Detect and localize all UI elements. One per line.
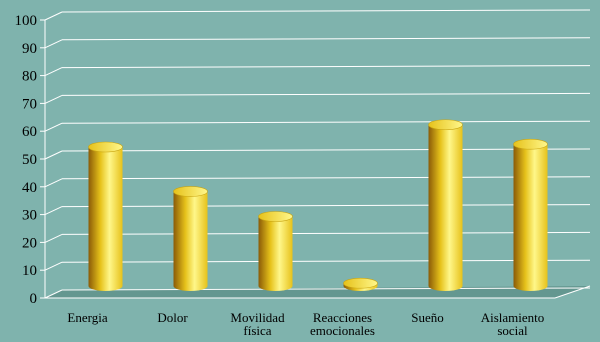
y-tick-label: 90 [22,41,37,57]
gridline [61,120,591,124]
y-tick-label: 60 [22,124,37,140]
y-tick-label: 100 [15,13,38,29]
y-tick-label: 50 [22,152,37,168]
gridline [61,176,591,180]
gridline-diagonal [44,122,63,132]
gridline [61,9,591,13]
bar-body [513,144,548,291]
bar-body [88,147,123,291]
gridline-diagonal [44,233,63,243]
x-tick-label: Dolor [157,310,188,325]
gridline [61,259,591,263]
x-tick-label: Aislamiento social [481,310,545,337]
gridline [61,231,591,235]
gridline-diagonal [44,261,63,271]
gridline-diagonal [44,67,63,77]
bar-top [428,119,463,131]
y-tick-label: 70 [22,96,37,112]
bar-body [173,191,208,291]
gridline-diagonal [44,11,63,21]
bar-top [343,277,378,289]
y-tick-label: 30 [22,208,37,224]
gridline-diagonal [44,289,63,299]
y-tick-label: 40 [22,180,37,196]
gridline [61,287,591,291]
x-axis-depth-line [554,285,591,299]
gridline-diagonal [44,206,63,216]
bar-body [428,124,463,291]
gridline-diagonal [44,94,63,104]
gridline-diagonal [44,178,63,188]
gridline-diagonal [44,150,63,160]
x-tick-label: Movilidad física [230,310,285,337]
gridline-diagonal [44,39,63,49]
gridline [61,65,591,69]
x-tick-label: Reacciones emocionales [310,310,375,337]
gridline [61,92,591,96]
y-tick-label: 0 [30,291,38,307]
bar-top [258,211,293,222]
bar-top [513,138,548,150]
gridline [61,148,591,152]
y-tick-label: 80 [22,69,37,85]
bar-body [258,216,293,291]
y-tick-label: 10 [22,263,37,279]
chart-floor [45,286,590,298]
bar-top [88,141,123,153]
y-tick-label: 20 [22,235,37,251]
x-tick-label: Sueño [411,310,444,325]
x-tick-label: Energia [67,310,107,325]
bar-top [173,186,208,197]
gridline [61,204,591,208]
gridline [61,37,591,41]
